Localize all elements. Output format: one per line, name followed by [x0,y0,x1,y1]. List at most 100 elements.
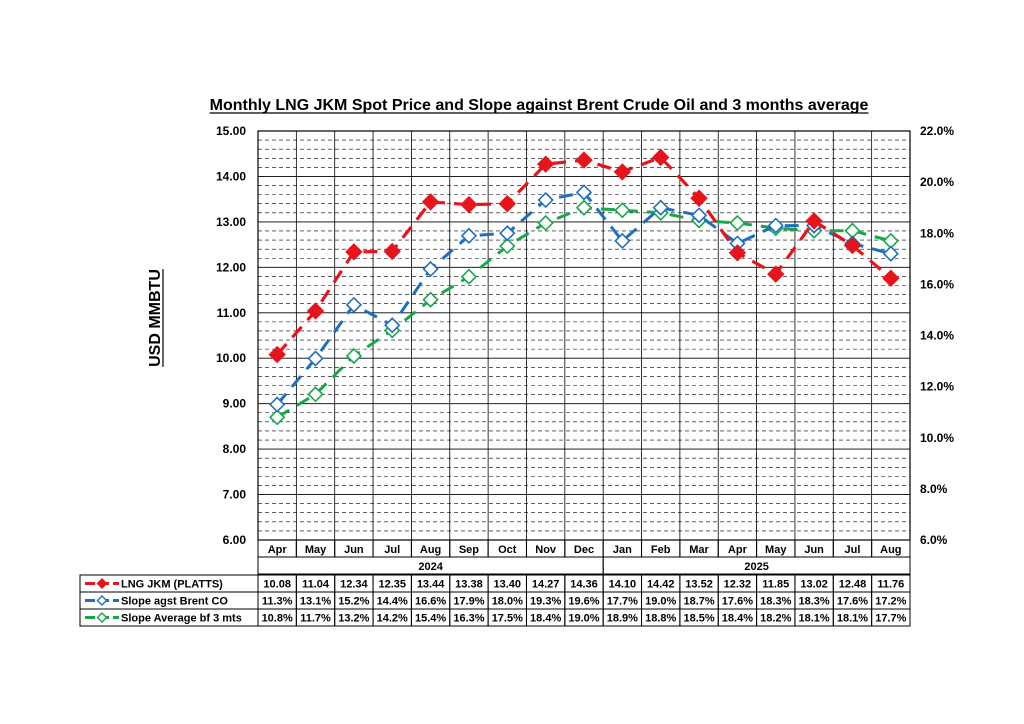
y-tick-label: 6.00 [223,533,247,547]
data-point [498,195,517,213]
data-point [575,184,593,201]
x-tick-label: Jan [613,544,632,556]
data-label: 17.9% [453,596,484,608]
data-point [460,268,478,285]
data-label: 16.3% [453,613,484,625]
value-cell [871,608,911,627]
data-label: 14.4% [377,596,408,608]
data-point [384,317,401,334]
data-point [345,296,363,313]
y2-tick-label: 22.0% [920,124,954,138]
data-label: 11.85 [762,579,789,591]
series-layer [268,148,900,426]
y2-tick-label: 14.0% [920,329,954,343]
data-label: 18.5% [683,613,714,625]
data-label: 19.0% [645,596,676,608]
data-point [307,386,324,403]
data-point [345,243,363,261]
y-tick-label: 7.00 [223,488,247,502]
x-tick-label: Aug [420,544,441,556]
legend-label: LNG JKM (PLATTS) [121,579,223,591]
data-label: 18.3% [760,596,791,608]
y2-tick-label: 12.0% [920,380,954,394]
data-point [269,396,286,413]
year-label: 2024 [418,561,443,573]
data-label: 12.48 [839,579,867,591]
data-label: 19.3% [530,596,561,608]
year-cell [602,556,911,575]
data-label: 18.4% [530,613,561,625]
data-point [690,207,708,224]
data-point [345,347,363,365]
x-tick-label: Feb [651,544,671,556]
data-label: 15.4% [415,613,446,625]
data-point [268,345,286,364]
data-label: 19.6% [568,596,599,608]
y-tick-label: 12.00 [216,260,246,274]
data-label: 13.1% [300,596,331,608]
y-tick-label: 14.00 [216,169,246,183]
data-label: 13.52 [685,579,713,591]
data-point [537,191,554,209]
data-label: 18.2% [760,613,791,625]
data-label: 17.5% [492,613,523,625]
data-label: 17.2% [875,596,906,608]
data-point [882,269,900,287]
x-tick-label: Jun [344,544,364,556]
data-point [460,195,478,214]
data-point [422,260,439,278]
data-label: 10.8% [262,613,293,625]
data-point [805,212,823,230]
data-point [499,237,516,255]
series-line [276,190,892,406]
data-label: 14.2% [377,613,408,625]
data-label: 10.08 [263,579,291,591]
data-label: 18.8% [645,613,676,625]
axes: 6.00 7.00 8.00 9.00 10.00 11.00 12.00 13.00 14.0… [216,124,954,547]
data-point [421,193,440,211]
data-point [269,409,286,426]
data-point [460,227,478,244]
data-label: 14.42 [647,579,675,591]
data-label: 14.36 [570,579,598,591]
data-point [843,236,862,255]
legend-key [85,578,119,589]
data-label: 11.7% [300,613,331,625]
x-tick-label: Sep [459,544,479,556]
data-point [537,214,554,232]
y-tick-label: 11.00 [217,306,247,320]
data-label: 14.27 [532,579,560,591]
data-point [651,148,670,167]
y-tick-label: 15.00 [216,124,246,138]
data-label: 12.32 [724,579,752,591]
data-point [536,155,555,173]
legend-label: Slope agst Brent CO [121,596,228,608]
y-tick-label: 10.00 [216,351,246,365]
series-1 [269,184,899,413]
x-tick-label: Aug [880,544,901,556]
data-label: 18.1% [799,613,830,625]
data-label: 12.34 [340,579,368,591]
data-label: 11.76 [877,579,904,591]
legend-marker [96,578,108,589]
data-label: 12.35 [378,579,406,591]
data-label: 18.4% [722,613,753,625]
x-tick-label: Jul [845,544,861,556]
x-tick-label: May [305,544,327,556]
data-label: 19.0% [568,613,599,625]
legend-marker [96,612,108,623]
data-label: 13.44 [417,579,445,591]
x-tick-label: Oct [498,544,517,556]
data-point [728,244,747,262]
data-point [575,151,593,169]
data-point [613,163,632,181]
x-tick-label: Jun [804,544,824,556]
data-label: 11.04 [302,579,330,591]
data-point [383,242,401,261]
data-point [652,199,669,216]
data-label: 17.7% [607,596,638,608]
x-tick-label: Dec [574,544,594,556]
data-label: 16.6% [415,596,446,608]
data-label: 13.02 [800,579,828,591]
data-point [614,202,631,219]
